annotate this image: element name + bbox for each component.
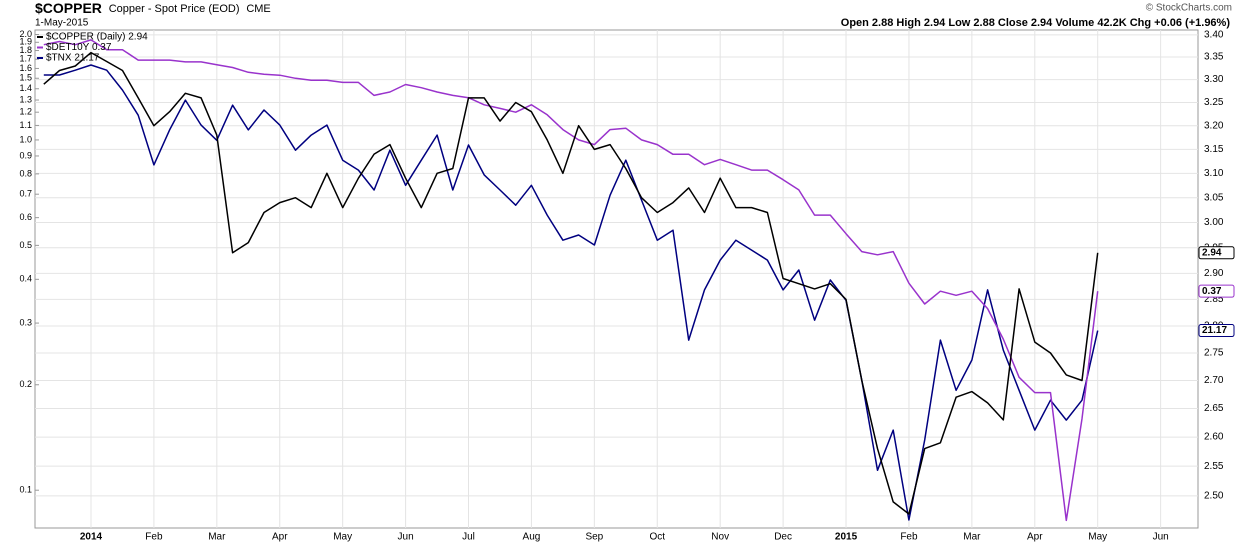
y2-tick-label: 3.20 (1204, 120, 1224, 131)
date: 1-May-2015 (35, 18, 89, 29)
y-tick-label: 2.0 (19, 29, 32, 39)
y2-tick-label: 3.25 (1204, 97, 1224, 108)
title: $COPPER (35, 0, 102, 16)
y2-tick-label: 2.90 (1204, 268, 1224, 279)
x-tick-label: Dec (774, 532, 792, 543)
y-tick-label: 1.9 (19, 37, 32, 47)
legend-label: $TNX 21.17 (46, 53, 100, 64)
x-tick-label: Oct (649, 532, 665, 543)
y2-tick-label: 3.30 (1204, 74, 1224, 85)
y-tick-label: 1.1 (19, 120, 32, 130)
subtitle: Copper - Spot Price (EOD) (109, 3, 240, 15)
legend-label: $COPPER (Daily) 2.94 (46, 32, 148, 43)
exchange: CME (246, 3, 270, 15)
x-tick-label: Apr (272, 532, 288, 543)
y2-tick-label: 2.85 (1204, 294, 1224, 305)
y-tick-label: 0.9 (19, 150, 32, 160)
y-tick-label: 0.5 (19, 240, 32, 250)
y-tick-label: 1.7 (19, 54, 32, 64)
x-tick-label: May (1088, 532, 1107, 543)
x-tick-label: Nov (711, 532, 729, 543)
y-tick-label: 1.0 (19, 134, 32, 144)
x-tick-label: Mar (208, 532, 226, 543)
y2-tick-label: 3.15 (1204, 144, 1224, 155)
value-tag-box (1198, 284, 1235, 298)
y-tick-label: 1.6 (19, 63, 32, 73)
y-tick-label: 0.1 (19, 485, 32, 495)
y2-tick-label: 2.75 (1204, 348, 1224, 359)
x-tick-label: 2015 (835, 532, 858, 543)
value-tag-box (1198, 324, 1235, 338)
series-line (43, 39, 1099, 522)
x-tick-label: Feb (145, 532, 163, 543)
value-tag-box (1198, 246, 1235, 260)
x-tick-label: Jun (1153, 532, 1169, 543)
chart-title: $COPPER Copper - Spot Price (EOD) CME (35, 0, 271, 16)
series-line (43, 51, 1099, 515)
y-tick-label: 0.3 (19, 317, 32, 327)
x-tick-label: Feb (900, 532, 918, 543)
y-tick-label: 0.8 (19, 168, 32, 178)
y2-tick-label: 3.40 (1204, 29, 1224, 40)
value-tag: 0.37 (1202, 286, 1222, 297)
y-tick-label: 1.3 (19, 94, 32, 104)
y-tick-label: 0.6 (19, 212, 32, 222)
x-tick-label: Apr (1027, 532, 1043, 543)
y-tick-label: 1.5 (19, 73, 32, 83)
y-tick-label: 1.8 (19, 45, 32, 55)
x-tick-label: Jul (462, 532, 475, 543)
x-tick-label: Mar (963, 532, 981, 543)
credit: © StockCharts.com (1146, 3, 1232, 14)
y2-tick-label: 3.00 (1204, 217, 1224, 228)
x-tick-label: Jun (398, 532, 414, 543)
y-tick-label: 0.2 (19, 379, 32, 389)
y2-tick-label: 2.65 (1204, 403, 1224, 414)
y2-tick-label: 3.05 (1204, 192, 1224, 203)
series-line (43, 64, 1099, 521)
x-tick-label: Aug (523, 532, 541, 543)
x-tick-label: May (333, 532, 352, 543)
y-tick-label: 1.2 (19, 107, 32, 117)
y-tick-label: 0.7 (19, 189, 32, 199)
y2-tick-label: 2.60 (1204, 432, 1224, 443)
legend-label: $DET10Y 0.37 (46, 42, 112, 53)
x-tick-label: Sep (585, 532, 603, 543)
value-tag: 21.17 (1202, 325, 1227, 336)
value-tag: 2.94 (1202, 247, 1222, 258)
y2-tick-label: 2.70 (1204, 375, 1224, 386)
y2-tick-label: 3.10 (1204, 168, 1224, 179)
y-tick-label: 0.4 (19, 274, 32, 284)
y-tick-label: 1.4 (19, 83, 32, 93)
plot-area (34, 29, 1199, 529)
stats: Open 2.88 High 2.94 Low 2.88 Close 2.94 … (841, 17, 1231, 29)
y2-tick-label: 2.50 (1204, 491, 1224, 502)
y2-tick-label: 2.55 (1204, 461, 1224, 472)
x-tick-label: 2014 (80, 532, 103, 543)
y2-tick-label: 3.35 (1204, 52, 1224, 63)
